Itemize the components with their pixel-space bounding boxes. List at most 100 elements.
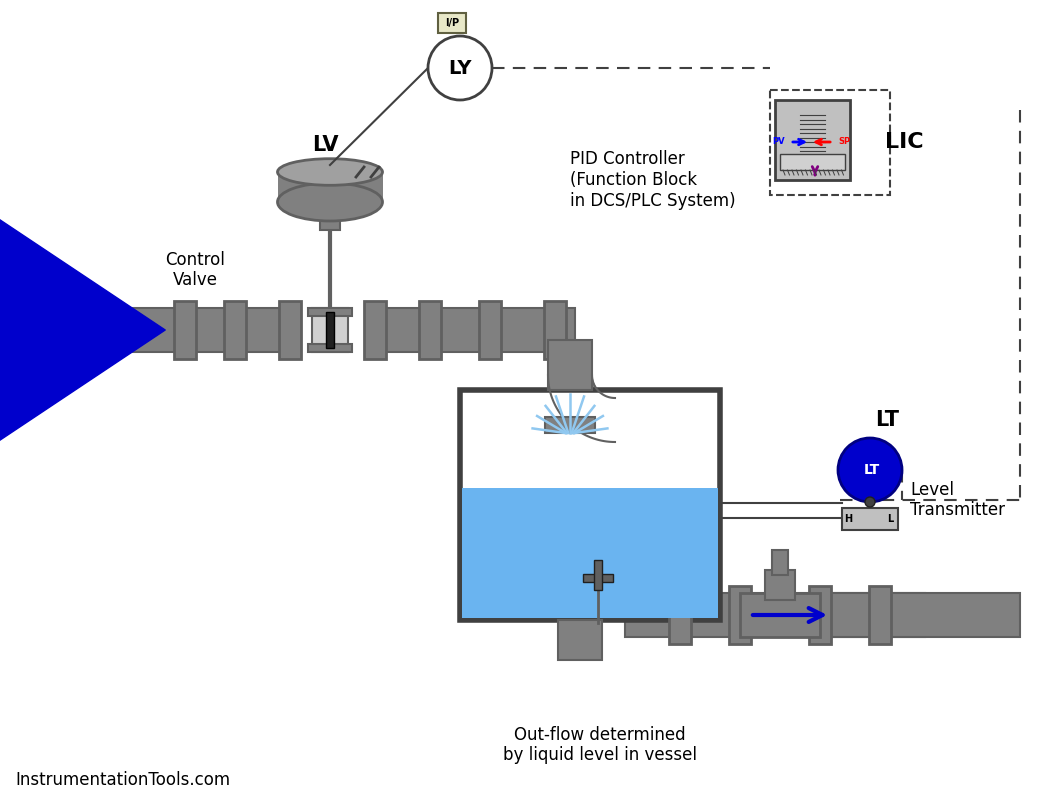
Bar [15,308,290,352]
Text: Flow: Flow [32,318,90,338]
Polygon shape [584,395,605,435]
Polygon shape [571,572,607,601]
Polygon shape [600,552,618,593]
Bar [780,154,845,170]
Polygon shape [597,397,610,440]
Polygon shape [564,584,604,606]
Polygon shape [563,587,604,606]
Polygon shape [548,378,593,386]
Polygon shape [575,393,602,431]
FancyBboxPatch shape [775,100,850,180]
Polygon shape [581,395,604,434]
Polygon shape [597,553,616,594]
Circle shape [838,438,902,502]
Bar [438,13,466,33]
Polygon shape [590,556,614,595]
Polygon shape [561,593,603,609]
Polygon shape [590,396,607,439]
Text: SP: SP [838,137,850,147]
Polygon shape [594,554,615,594]
Polygon shape [552,383,594,403]
Polygon shape [559,604,602,613]
Bar [174,301,196,359]
Text: Out-flow determined
by liquid level in vessel: Out-flow determined by liquid level in v… [503,726,697,764]
Text: LV: LV [312,135,339,155]
Text: LT: LT [863,463,880,477]
Polygon shape [569,391,600,426]
Polygon shape [549,380,593,393]
Polygon shape [558,611,602,615]
Polygon shape [571,392,601,428]
Polygon shape [612,398,615,442]
Polygon shape [564,390,598,421]
Polygon shape [548,376,593,383]
Bar [224,301,246,359]
Polygon shape [555,386,596,410]
Polygon shape [551,383,594,400]
Bar [669,586,691,644]
Polygon shape [562,590,603,608]
Bar [583,574,613,582]
Bar [594,560,602,590]
Text: Level
Transmitter: Level Transmitter [910,480,1005,520]
Bar [462,488,718,618]
Polygon shape [562,389,598,419]
Bar [869,586,891,644]
Polygon shape [587,396,606,437]
Polygon shape [604,398,613,442]
Bar [809,586,830,644]
Polygon shape [584,560,612,597]
FancyArrowPatch shape [98,322,162,338]
Circle shape [866,497,875,507]
Polygon shape [603,550,619,593]
Polygon shape [559,601,602,611]
Bar [545,417,595,433]
Bar [419,301,441,359]
Ellipse shape [277,159,382,185]
Polygon shape [601,398,612,441]
Ellipse shape [277,183,382,221]
Polygon shape [578,394,603,432]
Bar [326,312,335,348]
Bar [375,308,575,352]
Polygon shape [573,569,609,600]
Polygon shape [566,391,599,423]
Polygon shape [566,581,605,604]
Polygon shape [550,381,594,396]
Bar [544,301,566,359]
Text: PV: PV [772,137,785,147]
Polygon shape [614,549,622,593]
Text: L: L [887,514,893,524]
Polygon shape [611,549,621,593]
Bar [460,390,720,620]
Bar [308,308,352,316]
Text: H: H [844,514,852,524]
Polygon shape [587,557,613,596]
Bar [312,308,348,352]
Polygon shape [577,566,610,599]
Bar [772,550,788,575]
Polygon shape [558,387,596,412]
Polygon shape [554,385,595,407]
Text: Control
Valve: Control Valve [165,250,225,290]
Polygon shape [579,564,610,598]
Polygon shape [621,548,626,592]
Polygon shape [548,375,592,379]
Text: LY: LY [448,59,472,78]
Polygon shape [582,561,611,597]
Bar [729,586,751,644]
Polygon shape [560,388,597,415]
Circle shape [428,36,492,100]
Bar [765,570,795,600]
Bar [558,620,602,660]
Bar [308,344,352,352]
Polygon shape [618,548,623,592]
Bar [842,508,898,530]
Text: I/P: I/P [445,18,459,28]
Polygon shape [569,574,606,602]
Polygon shape [594,397,609,439]
Polygon shape [559,608,602,614]
Bar [479,301,501,359]
Bar [278,172,383,202]
Text: LT: LT [875,410,900,430]
